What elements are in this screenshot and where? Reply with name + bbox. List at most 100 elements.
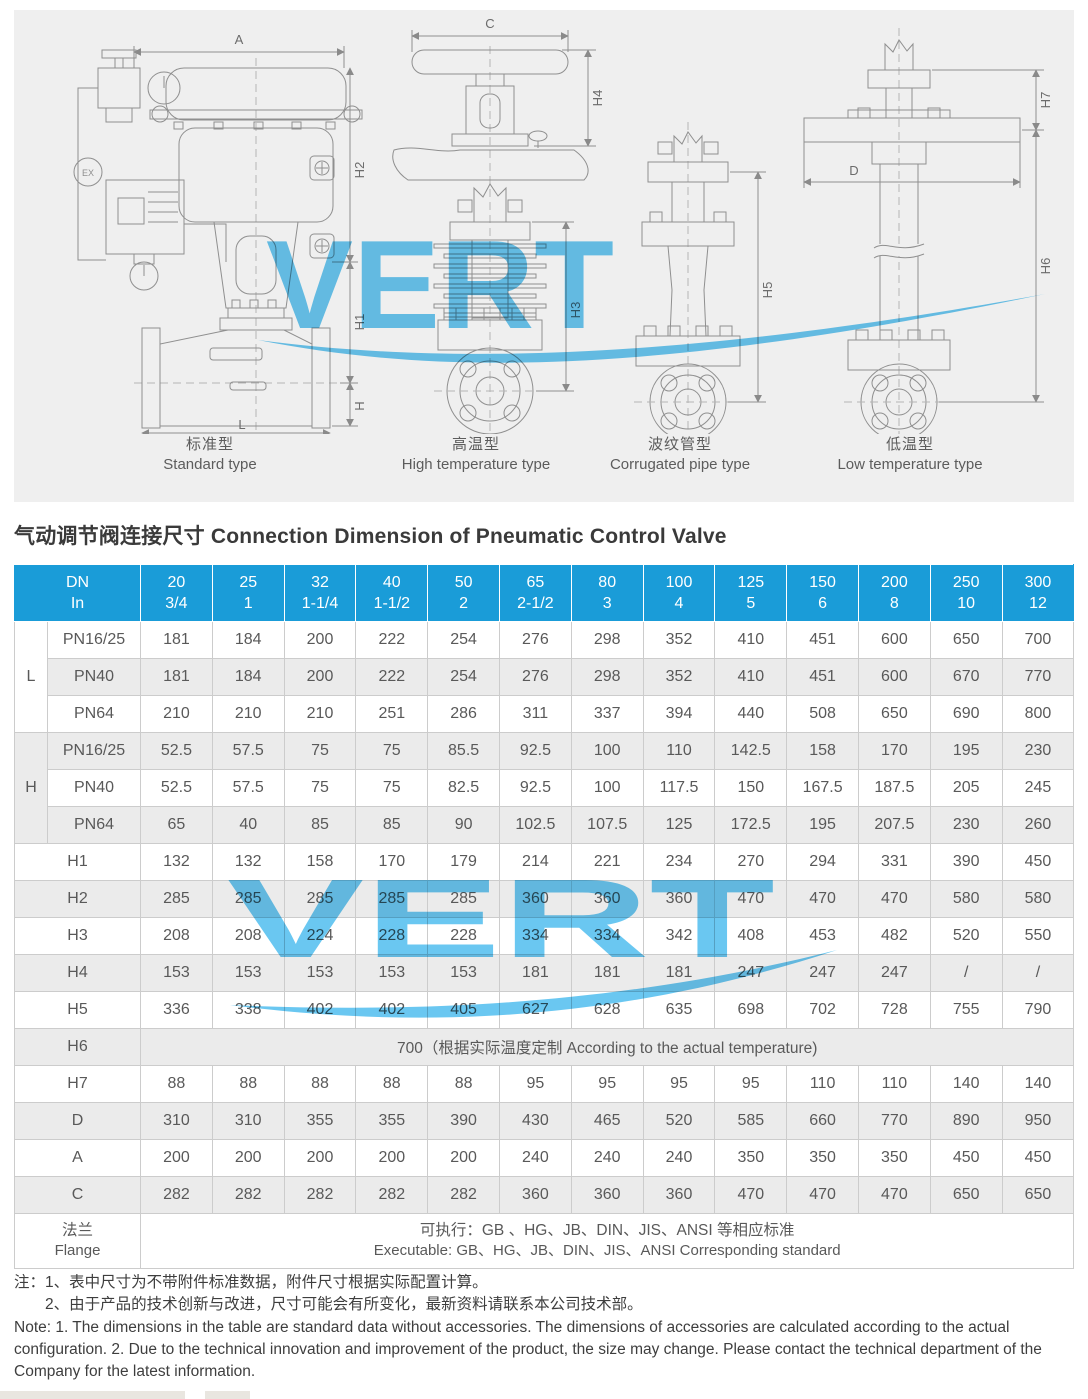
header-col: 65 2-1/2 [499, 564, 572, 622]
table-cell: 110 [786, 1065, 859, 1103]
header-inch: 6 [818, 595, 828, 612]
table-cell: 580 [1001, 880, 1075, 918]
type-label-zh: 低温型 [885, 436, 934, 453]
table-row: C 282 282 282 282 282 360 360 360 470 470 470 650 650 [13, 1176, 1075, 1214]
table-cell: 200 [211, 1139, 285, 1177]
table-cell: 240 [499, 1139, 572, 1177]
table-cell: 282 [283, 1176, 357, 1214]
svg-text:L: L [238, 417, 245, 432]
type-label-en: Low temperature type [837, 456, 983, 473]
table-cell: 85.5 [427, 732, 500, 770]
table-cell: 331 [857, 843, 931, 881]
flange-text-en: Executable: GB、HG、JB、DIN、JIS、ANSI Corres… [373, 1242, 841, 1259]
table-cell: 450 [929, 1139, 1003, 1177]
flange-label-en: Flange [54, 1242, 101, 1259]
table-cell: 167.5 [786, 769, 859, 807]
type-label-en: Standard type [163, 456, 257, 473]
table-cell: 132 [211, 843, 285, 881]
table-row: 法兰 Flange 可执行：GB 、HG、JB、DIN、JIS、ANSI 等相应标准… [13, 1213, 1075, 1269]
table-cell: 660 [786, 1102, 859, 1140]
header-col: 32 1-1/4 [283, 564, 357, 622]
table-cell: 402 [283, 991, 357, 1029]
table-cell: 450 [1001, 1139, 1075, 1177]
note-zh-line2: 2、由于产品的技术创新与改进，尺寸可能会有所变化，最新资料请联系本公司技术部。 [45, 1296, 643, 1313]
valve-drawings: A EX [73, 16, 1053, 434]
header-dn: 100 [665, 574, 693, 591]
table-cell: 181 [140, 621, 213, 659]
header-dn: 25 [239, 574, 258, 591]
table-cell: 650 [929, 621, 1003, 659]
header-col: 150 6 [786, 564, 859, 622]
header-col: 100 4 [642, 564, 716, 622]
table-row: PN40 181 184 200 222 254 276 298 352 410 451 600 670… [15, 658, 1075, 696]
table-cell: 405 [427, 991, 500, 1029]
header-inch: 1 [243, 595, 253, 612]
table-cell: 200 [283, 658, 357, 696]
table-cell: 230 [1001, 732, 1075, 770]
table-cell: 702 [786, 991, 859, 1029]
table-cell: 200 [283, 1139, 357, 1177]
table-cell: 451 [786, 621, 859, 659]
header-col: 250 10 [929, 564, 1003, 622]
table-cell: / [929, 954, 1003, 992]
table-cell: 195 [786, 806, 859, 844]
row-label: D [13, 1102, 142, 1140]
header-inch: 1-1/4 [301, 595, 339, 612]
table-cell: 205 [929, 769, 1003, 807]
row-label: PN16/25 [46, 621, 142, 659]
row-label: H5 [13, 991, 142, 1029]
table-cell: 282 [211, 1176, 285, 1214]
header-col: 50 2 [427, 564, 500, 622]
table-cell: 520 [642, 1102, 716, 1140]
header-dn: 50 [454, 574, 473, 591]
table-cell: 700 [1001, 621, 1075, 659]
table-cell: 690 [929, 695, 1003, 733]
table-cell: 82.5 [427, 769, 500, 807]
header-inch: 3 [602, 595, 612, 612]
table-cell: 181 [499, 954, 572, 992]
row-label: H2 [13, 880, 142, 918]
table-cell: 95 [642, 1065, 716, 1103]
table-cell: 285 [355, 880, 429, 918]
header-dn: 200 [881, 574, 908, 591]
table-cell: 153 [211, 954, 285, 992]
table-cell: 158 [283, 843, 357, 881]
table-cell: 285 [211, 880, 285, 918]
header-dn: 32 [311, 574, 329, 591]
svg-text:H4: H4 [590, 90, 605, 107]
diagram-panel: A EX [14, 10, 1074, 502]
table-cell: 430 [499, 1102, 572, 1140]
table-row: H1 132 132 158 170 179 214 221 234 270 294 331 390 45… [13, 843, 1075, 881]
row-label: H3 [13, 917, 142, 955]
svg-text:H6: H6 [1038, 258, 1053, 275]
header-col: 25 1 [211, 564, 285, 622]
type-label-high-temp: 高温型 High temperature type [356, 435, 596, 475]
table-row: D 310 310 355 355 390 430 465 520 585 660 770 890 950 [13, 1102, 1075, 1140]
valve-drawing-low-temp: D H7 H6 [803, 28, 1053, 434]
table-cell: 153 [283, 954, 357, 992]
table-cell: 755 [929, 991, 1003, 1029]
table-cell: 110 [642, 732, 716, 770]
table-cell: 195 [929, 732, 1003, 770]
table-cell: 470 [786, 880, 859, 918]
table-cell: 102.5 [499, 806, 572, 844]
row-label: H1 [13, 843, 142, 881]
table-cell: 310 [140, 1102, 213, 1140]
table-cell: 240 [642, 1139, 716, 1177]
table-cell: 208 [140, 917, 213, 955]
table-cell: 110 [857, 1065, 931, 1103]
table-cell: 117.5 [642, 769, 716, 807]
header-inch: 4 [674, 595, 684, 612]
notes-block: 注：1、表中尺寸为不带附件标准数据，附件尺寸根据实际配置计算。 2、由于产品的技… [14, 1272, 1078, 1383]
table-cell: 465 [570, 1102, 644, 1140]
type-label-standard: 标准型 Standard type [90, 435, 330, 475]
row-label: C [13, 1176, 142, 1214]
flange-label-zh: 法兰 [62, 1222, 94, 1239]
table-cell: 230 [929, 806, 1003, 844]
footer-partial [205, 1391, 250, 1399]
table-cell: 282 [427, 1176, 500, 1214]
header-inch: 5 [746, 595, 756, 612]
table-cell: 310 [211, 1102, 285, 1140]
table-cell: 298 [570, 658, 644, 696]
header-dn: 40 [382, 574, 401, 591]
